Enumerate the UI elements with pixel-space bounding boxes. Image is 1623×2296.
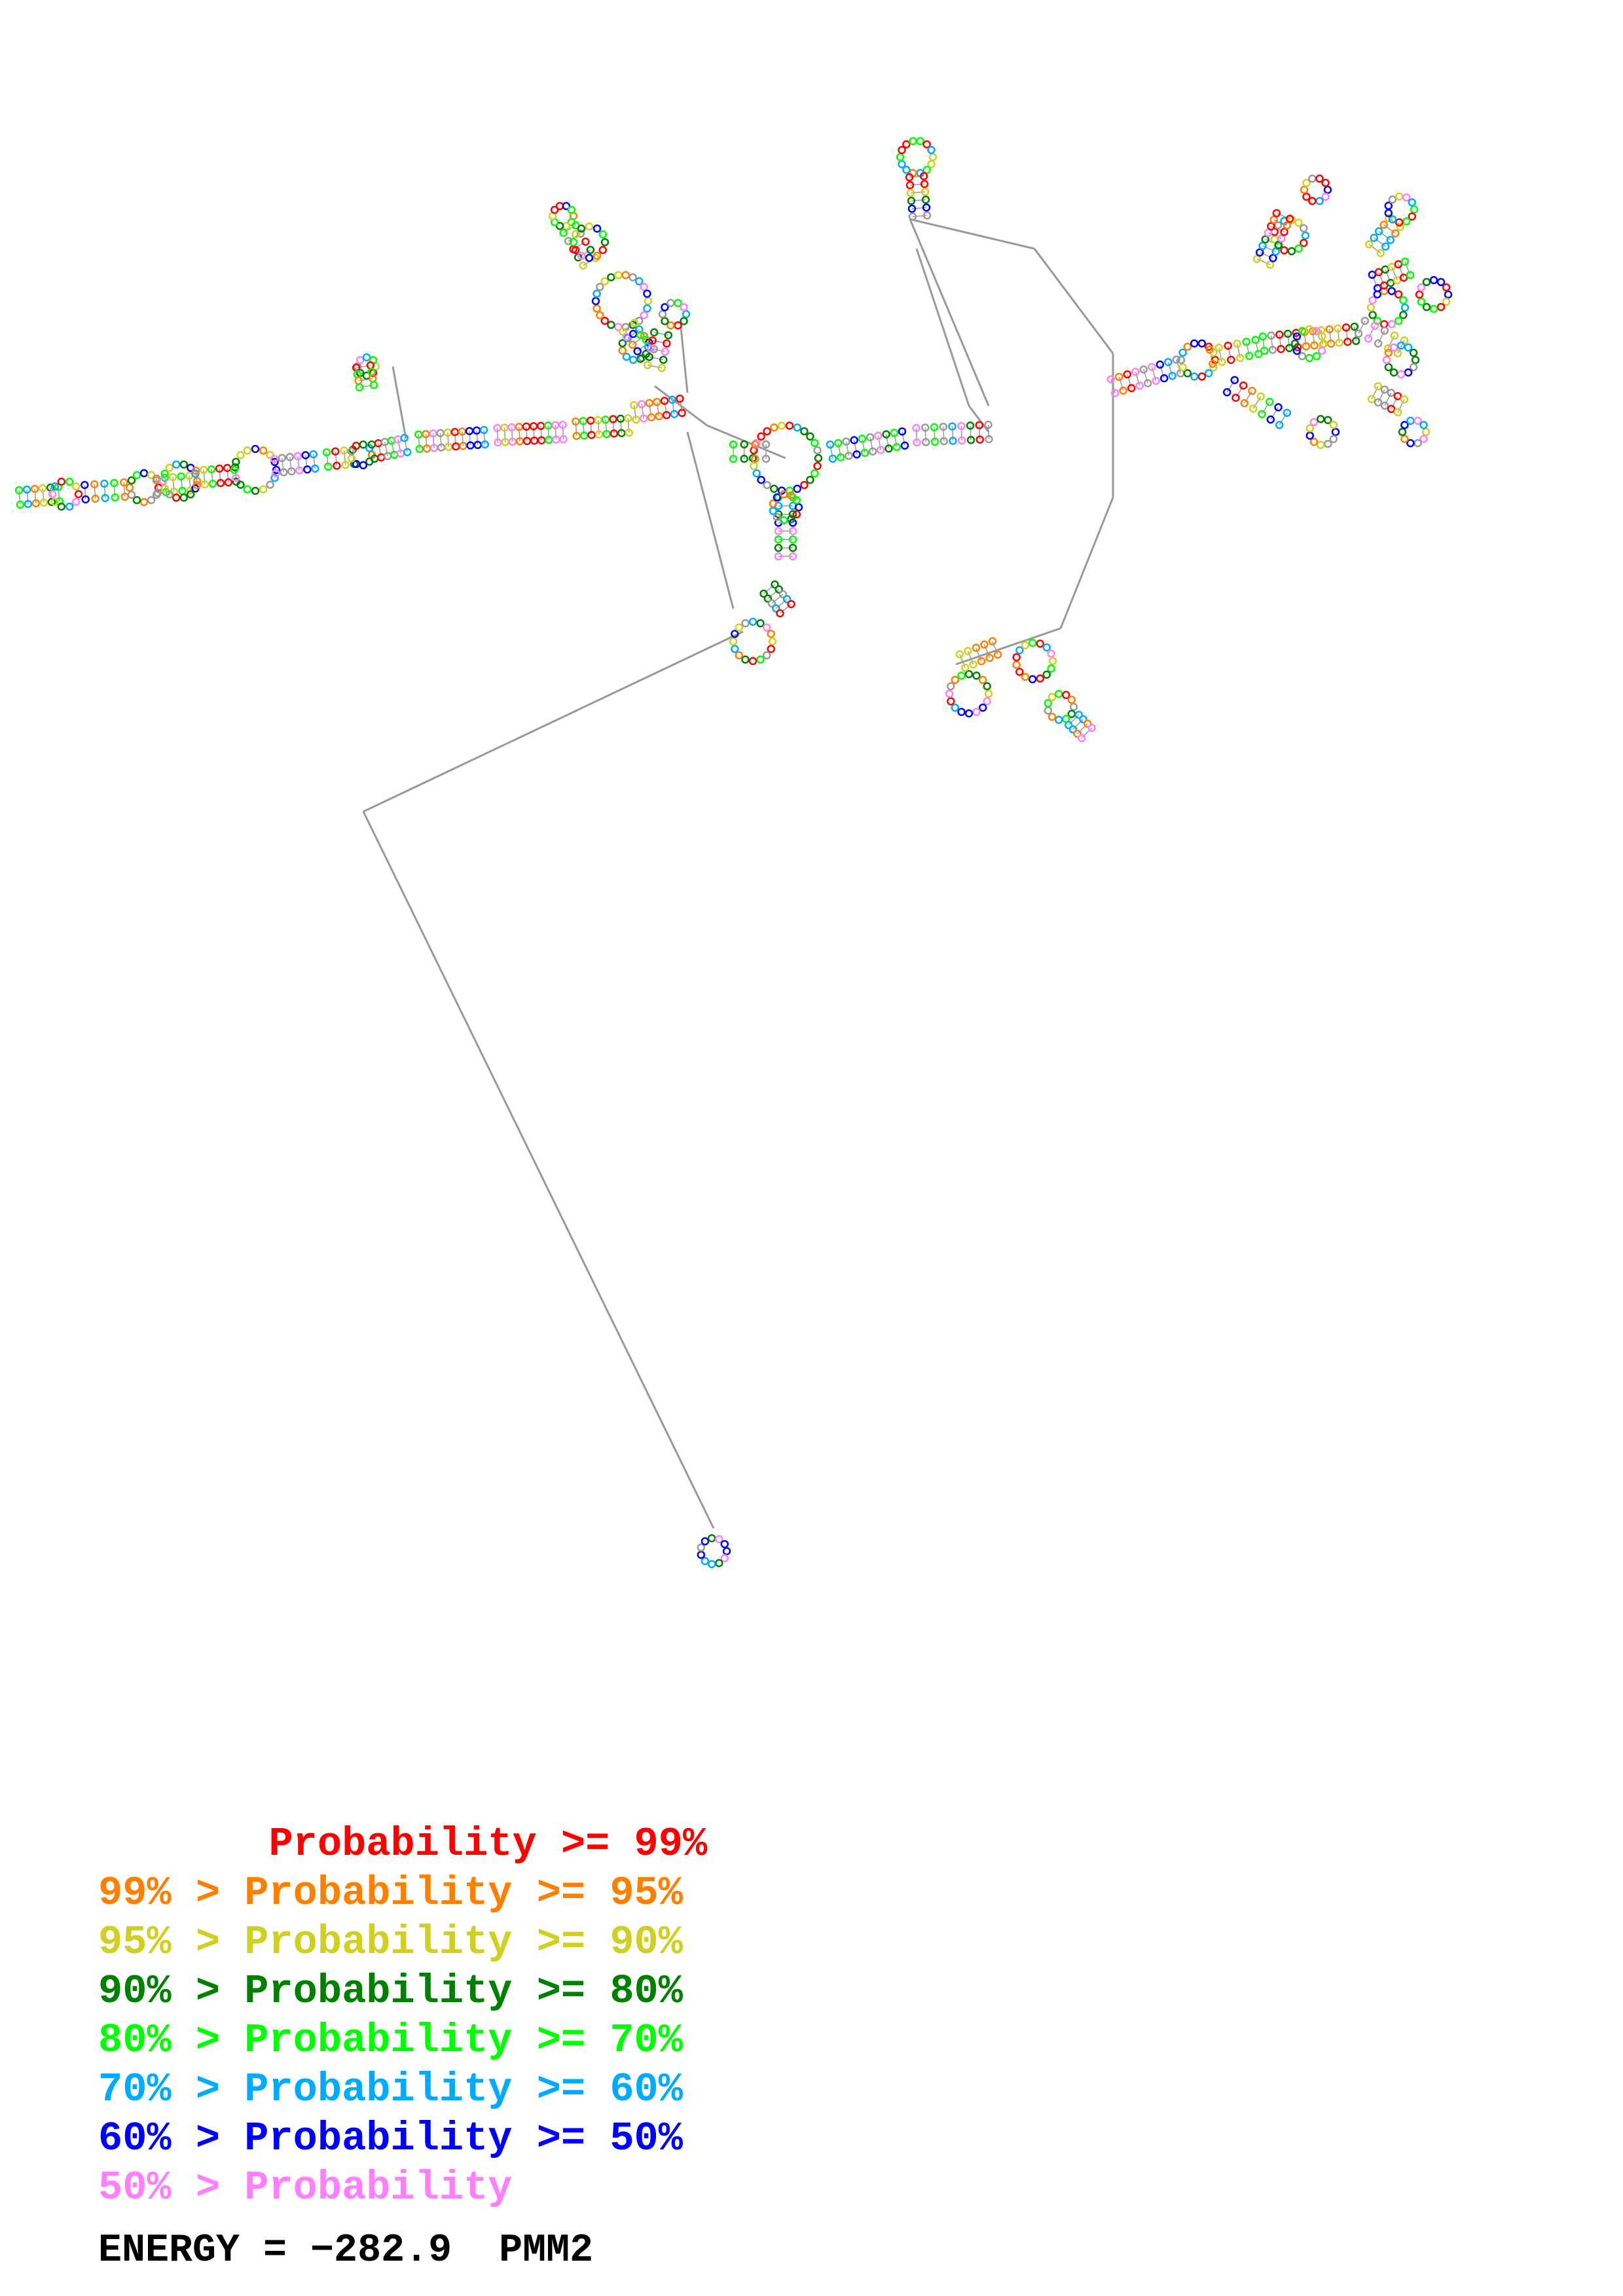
legend-row: 60% > Probability >= 50% — [98, 2114, 707, 2163]
legend-threshold: 70% > — [98, 2066, 245, 2113]
legend-row: 70% > Probability >= 60% — [98, 2065, 707, 2114]
legend-threshold: 60% > — [98, 2115, 245, 2162]
legend-row: 99% > Probability >= 95% — [98, 1869, 707, 1918]
energy-value: ENERGY = −282.9 — [98, 2229, 452, 2273]
legend-row: 95% > Probability >= 90% — [98, 1918, 707, 1967]
legend-threshold: 90% > — [98, 1968, 245, 2015]
probability-legend: Probability >= 99% 99% > Probability >= 9… — [98, 1820, 707, 2212]
legend-label: Probability >= 90% — [244, 1919, 683, 1965]
legend-label: Probability — [244, 2164, 513, 2211]
legend-row: 90% > Probability >= 80% — [98, 1967, 707, 2016]
legend-threshold: 80% > — [98, 2017, 245, 2064]
rna-secondary-structure-diagram — [14, 137, 1453, 1569]
legend-threshold — [98, 1821, 268, 1867]
legend-threshold: 99% > — [98, 1870, 245, 1916]
legend-threshold: 95% > — [98, 1919, 245, 1965]
legend-label: Probability >= 99% — [268, 1821, 708, 1867]
legend-row: Probability >= 99% — [98, 1820, 707, 1869]
legend-threshold: 50% > — [98, 2164, 245, 2211]
legend-label: Probability >= 70% — [244, 2017, 683, 2064]
legend-label: Probability >= 60% — [244, 2066, 683, 2113]
legend-label: Probability >= 95% — [244, 1870, 683, 1916]
nucleotide-circles — [14, 137, 1453, 1569]
legend-label: Probability >= 50% — [244, 2115, 683, 2162]
sequence-name: PMM2 — [499, 2229, 594, 2273]
energy-label: ENERGY = −282.9 PMM2 — [98, 2229, 593, 2273]
backbone-lines — [18, 175, 1411, 1529]
legend-label: Probability >= 80% — [244, 1968, 683, 2015]
legend-row: 50% > Probability — [98, 2163, 707, 2212]
legend-row: 80% > Probability >= 70% — [98, 2016, 707, 2065]
